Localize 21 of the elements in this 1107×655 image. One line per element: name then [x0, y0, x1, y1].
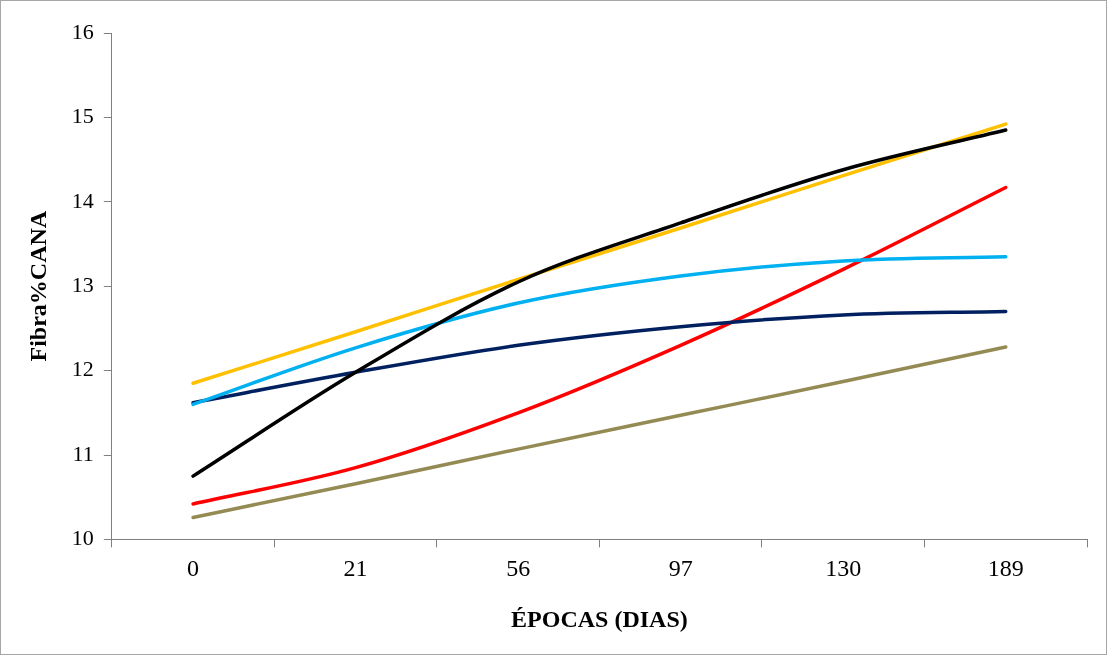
x-tick-label: 0 — [187, 555, 200, 582]
y-tick-label: 16 — [71, 18, 94, 44]
line-series — [191, 254, 1008, 407]
x-tick-label: 21 — [343, 555, 368, 582]
x-tick-label: 97 — [668, 555, 693, 582]
line-series — [191, 309, 1008, 405]
x-tick-label: 189 — [987, 555, 1024, 582]
x-tick-label: 130 — [825, 555, 862, 582]
line-series — [191, 128, 1008, 478]
y-tick-label: 12 — [71, 356, 94, 382]
line-series — [191, 122, 1008, 386]
line-series — [191, 185, 1008, 506]
x-axis-title: ÉPOCAS (DIAS) — [511, 605, 688, 632]
x-tick-label: 56 — [506, 555, 531, 582]
y-axis-title: Fibra%CANA — [24, 210, 51, 362]
y-tick-label: 15 — [71, 103, 94, 129]
y-tick-label: 13 — [71, 271, 94, 297]
y-tick-label: 11 — [72, 440, 94, 466]
y-tick-label: 14 — [71, 187, 94, 213]
y-tick-label: 10 — [71, 525, 94, 551]
line-series — [191, 345, 1008, 520]
